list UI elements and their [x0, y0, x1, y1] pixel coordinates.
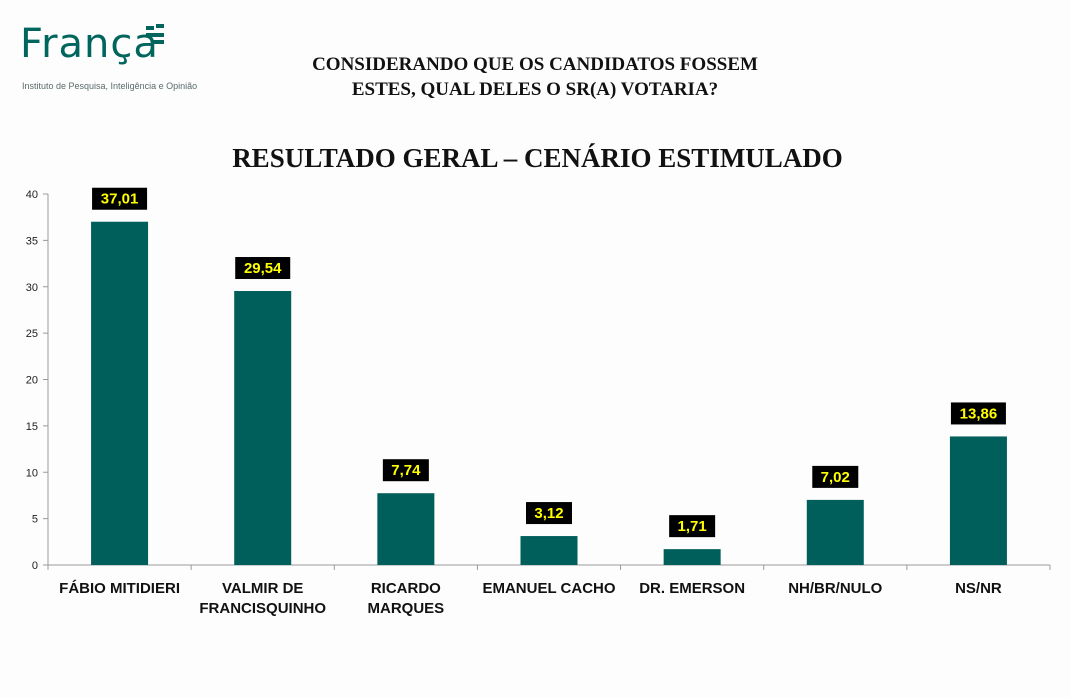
bar: [663, 549, 721, 565]
category-label: RICARDO: [371, 580, 441, 597]
data-label-box: [235, 257, 291, 280]
data-label-box: [669, 515, 716, 538]
logo-subtitle: Instituto de Pesquisa, Inteligência e Op…: [22, 81, 198, 91]
bar: [377, 493, 435, 565]
y-tick-label: 15: [26, 421, 38, 433]
data-label-box: [382, 459, 429, 482]
y-tick-label: 40: [26, 189, 38, 201]
bar: [949, 436, 1007, 565]
y-tick-label: 35: [26, 235, 38, 247]
data-label: 29,54: [244, 260, 282, 277]
bar: [520, 536, 578, 565]
data-label: 13,86: [960, 405, 998, 422]
bar: [234, 291, 292, 565]
data-label-box: [950, 402, 1006, 425]
data-label: 7,02: [821, 469, 850, 486]
category-label: FÁBIO MITIDIERI: [59, 580, 180, 597]
bar: [806, 499, 864, 565]
chart-title: RESULTADO GERAL – CENÁRIO ESTIMULADO: [232, 143, 843, 173]
franca-logo: França Instituto de Pesquisa, Inteligênc…: [20, 18, 197, 98]
logo-flag-icon: [146, 24, 164, 44]
category-label: EMANUEL CACHO: [482, 580, 615, 597]
y-tick-label: 0: [32, 560, 38, 572]
y-tick-label: 20: [26, 375, 38, 387]
data-label: 7,74: [391, 462, 421, 479]
logo-wordmark: França: [20, 21, 159, 67]
y-tick-label: 10: [26, 467, 38, 479]
y-tick-label: 30: [26, 282, 38, 294]
question-line-2: ESTES, QUAL DELES O SR(A) VOTARIA?: [351, 79, 719, 100]
category-label: VALMIR DE: [222, 580, 303, 597]
y-tick-label: 25: [26, 328, 38, 340]
category-label: DR. EMERSON: [639, 580, 745, 597]
data-label-box: [526, 502, 572, 525]
survey-question: CONSIDERANDO QUE OS CANDIDATOS FOSSEM ES…: [240, 52, 830, 102]
data-label: 3,12: [534, 505, 563, 522]
question-line-1: CONSIDERANDO QUE OS CANDIDATOS FOSSEM: [312, 54, 758, 75]
category-label: MARQUES: [368, 600, 445, 617]
data-label-box: [812, 465, 859, 488]
y-tick-label: 5: [32, 514, 38, 526]
category-label: NH/BR/NULO: [788, 580, 882, 597]
data-label: 1,71: [678, 518, 707, 535]
data-label-box: [92, 187, 148, 210]
category-label: FRANCISQUINHO: [199, 600, 326, 617]
category-label: NS/NR: [955, 580, 1002, 597]
bar: [91, 221, 149, 566]
data-label: 37,01: [101, 191, 139, 208]
